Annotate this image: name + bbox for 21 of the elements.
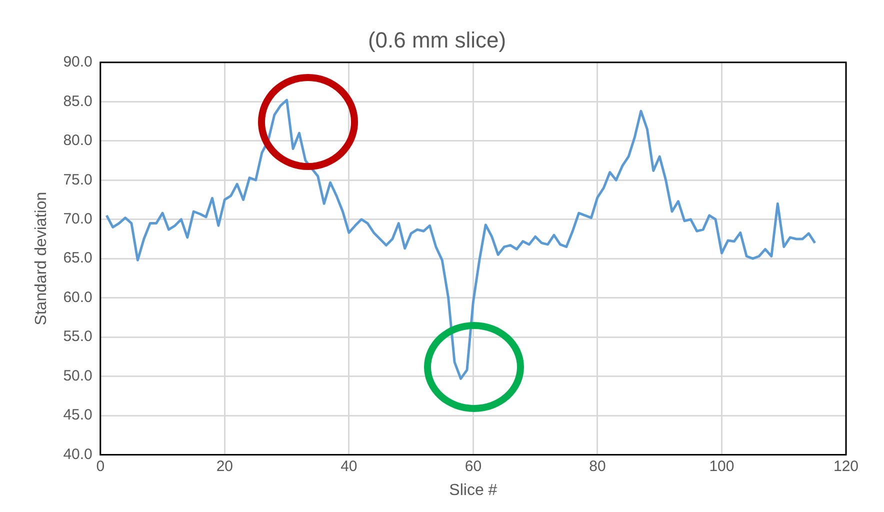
- x-tick-label: 20: [216, 458, 234, 475]
- x-tick-label: 60: [464, 458, 482, 475]
- y-tick-label: 55.0: [63, 328, 92, 346]
- chart-title: (0.6 mm slice): [368, 27, 506, 52]
- x-axis-title: Slice #: [449, 482, 498, 499]
- y-tick-label: 50.0: [63, 367, 92, 384]
- y-tick-label: 80.0: [63, 132, 92, 150]
- y-tick-label: 60.0: [63, 288, 92, 306]
- y-tick-label: 45.0: [63, 406, 92, 424]
- y-tick-label: 70.0: [63, 210, 92, 228]
- y-tick-label: 65.0: [63, 250, 92, 267]
- y-tick-label: 90.0: [63, 54, 92, 71]
- x-tick-label: 120: [833, 458, 859, 475]
- y-tick-label: 85.0: [63, 92, 92, 110]
- x-tick-label: 80: [589, 458, 606, 475]
- y-axis-title: Standard deviation: [33, 192, 50, 326]
- x-tick-label: 0: [96, 458, 105, 475]
- y-tick-label: 75.0: [63, 171, 92, 188]
- y-tick-label: 40.0: [63, 446, 92, 463]
- x-tick-label: 40: [340, 458, 358, 475]
- x-tick-label: 100: [709, 458, 734, 475]
